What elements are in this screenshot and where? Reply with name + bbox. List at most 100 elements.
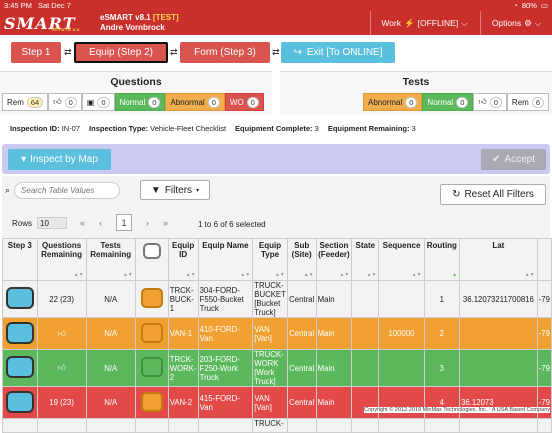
exit-label: Exit [To ONLINE]	[307, 47, 383, 58]
step1-button[interactable]: Step 1	[11, 42, 61, 63]
routing-cell	[424, 419, 459, 433]
lon-cell: -79	[537, 350, 551, 387]
row-checkbox[interactable]	[141, 357, 163, 377]
work-label: Work	[381, 18, 401, 28]
step3-button[interactable]: Form (Step 3)	[180, 42, 270, 63]
questions-normal-chip[interactable]: Normal 0	[115, 93, 166, 111]
col-sub-site[interactable]: Sub (Site)▲▼	[287, 239, 316, 281]
search-input[interactable]	[14, 182, 120, 199]
col-label: Questions Remaining	[41, 241, 82, 259]
step3-cell[interactable]	[3, 281, 38, 318]
tests-normal-chip[interactable]: Normal 0	[422, 93, 473, 111]
sort-icon: ▲▼	[275, 272, 285, 278]
col-sequence[interactable]: Sequence▲▼	[379, 239, 424, 281]
inspect-by-map-button[interactable]: ▾ Inspect by Map	[8, 149, 111, 170]
equipment-remaining-label: Equipment Remaining:	[328, 124, 410, 133]
row-checkbox[interactable]	[141, 392, 163, 412]
step3-cell[interactable]	[3, 350, 38, 387]
exit-button[interactable]: ↪ Exit [To ONLINE]	[281, 42, 395, 63]
col-tests-remaining[interactable]: Tests Remaining▲▼	[86, 239, 135, 281]
lon-cell	[537, 419, 551, 433]
col-state[interactable]: State▲▼	[352, 239, 379, 281]
first-page-icon[interactable]: «	[80, 218, 85, 228]
section-cell: Main	[316, 281, 352, 318]
chip-label: Normal	[120, 98, 146, 107]
select-all-checkbox[interactable]	[143, 243, 161, 259]
sort-icon: ▲▼	[240, 272, 250, 278]
col-label: Equip ID	[172, 241, 194, 259]
inspection-id-value: IN-07	[62, 124, 80, 133]
col-step3[interactable]: Step 3	[3, 239, 38, 281]
step3-button[interactable]	[6, 287, 34, 309]
chip-label: Rem	[512, 98, 529, 107]
site-cell: Central	[287, 281, 316, 318]
app-info: eSMART v8.1 [TEST] Andre Vornbrock	[100, 13, 179, 33]
work-menu[interactable]: Work ⚡ [OFFLINE] ⌵	[370, 11, 478, 35]
col-section-feeder[interactable]: Section (Feeder)▲▼	[316, 239, 352, 281]
table-row[interactable]: 👍︎ N/A VAN-1 410-FORD-Van VAN [Van] Cent…	[3, 318, 552, 350]
thumbs-up-icon: 👍︎	[58, 329, 66, 338]
caret-down-icon: ▾	[196, 187, 199, 194]
col-select-all[interactable]	[135, 239, 168, 281]
step2-button[interactable]: Equip (Step 2)	[74, 42, 168, 63]
filters-button[interactable]: ▼ Filters ▾	[140, 180, 210, 200]
tests-remaining-cell: N/A	[86, 281, 135, 318]
col-equip-id[interactable]: Equip ID▲▼	[168, 239, 198, 281]
col-label: Equip Name	[202, 241, 248, 250]
next-page-icon[interactable]: ›	[146, 218, 149, 228]
step3-cell[interactable]	[3, 318, 38, 350]
state-cell	[352, 419, 379, 433]
last-page-icon[interactable]: »	[163, 218, 168, 228]
questions-wo-chip[interactable]: WO 0	[225, 93, 264, 111]
step3-cell[interactable]	[3, 419, 38, 433]
rows-value: 10	[40, 219, 49, 228]
select-cell[interactable]	[135, 318, 168, 350]
equipment-remaining-value: 3	[412, 124, 416, 133]
work-state: [OFFLINE]	[418, 18, 459, 28]
select-cell[interactable]	[135, 281, 168, 318]
page-button[interactable]: 1	[116, 214, 132, 231]
col-equip-name[interactable]: Equip Name ▲▼	[198, 239, 253, 281]
sort-icon: ▲▼	[412, 272, 422, 278]
lat-cell	[460, 318, 538, 350]
step3-button[interactable]	[6, 322, 34, 344]
row-checkbox[interactable]	[141, 323, 163, 343]
questions-thumbs-chip[interactable]: 👍︎ 0	[48, 93, 82, 111]
tests-abnormal-chip[interactable]: Abnormal 0	[363, 93, 422, 111]
sort-icon: ▲▼	[123, 272, 133, 278]
col-equip-type[interactable]: Equip Type▲▼	[253, 239, 287, 281]
search-wrap: ⌕	[5, 182, 120, 199]
step3-button[interactable]	[6, 391, 34, 413]
col-routing[interactable]: Routing▲	[424, 239, 459, 281]
col-label: Sub (Site)	[292, 241, 312, 259]
options-menu[interactable]: Options ⚙ ⌵	[480, 11, 552, 35]
select-cell[interactable]	[135, 419, 168, 433]
col-questions-remaining[interactable]: Questions Remaining▲▼	[37, 239, 86, 281]
tests-thumbs-chip[interactable]: 👍︎ 0	[473, 93, 507, 111]
battery-level: 80%	[522, 1, 537, 10]
prev-page-icon[interactable]: ‹	[99, 218, 102, 228]
chip-label: Normal	[427, 98, 453, 107]
row-checkbox[interactable]	[141, 288, 163, 308]
table-row[interactable]: 22 (23) N/A TRCK-BUCK-1 304-FORD-F550-Bu…	[3, 281, 552, 318]
table-row[interactable]: TRUCK-	[3, 419, 552, 433]
col-lat[interactable]: Lat▲▼	[460, 239, 538, 281]
questions-rem-chip[interactable]: Rem 64	[2, 93, 48, 111]
step3-button[interactable]	[6, 356, 34, 378]
refresh-icon: ↻	[452, 189, 460, 200]
reset-filters-button[interactable]: ↻ Reset All Filters	[440, 184, 546, 205]
routing-cell: 3	[424, 350, 459, 387]
app-header: SMART MinMax eSMART v8.1 [TEST] Andre Vo…	[0, 11, 552, 35]
table-row[interactable]: 👍︎ N/A TRCK-WORK-2 203-FORD-F250-Work Tr…	[3, 350, 552, 387]
rows-select[interactable]: 10	[37, 217, 67, 229]
tests-rem-chip[interactable]: Rem 6	[507, 93, 549, 111]
equip-name-cell: 203-FORD-F250-Work Truck	[198, 350, 253, 387]
app-logo: SMART MinMax	[0, 11, 90, 35]
questions-abnormal-chip[interactable]: Abnormal 0	[165, 93, 224, 111]
questions-camera-chip[interactable]: ▣ 0	[82, 93, 115, 111]
accept-button[interactable]: ✔ Accept	[481, 149, 546, 170]
select-cell[interactable]	[135, 350, 168, 387]
chip-count: 0	[97, 97, 109, 108]
chip-count: 6	[532, 97, 544, 108]
inspect-by-map-label: Inspect by Map	[30, 154, 98, 165]
